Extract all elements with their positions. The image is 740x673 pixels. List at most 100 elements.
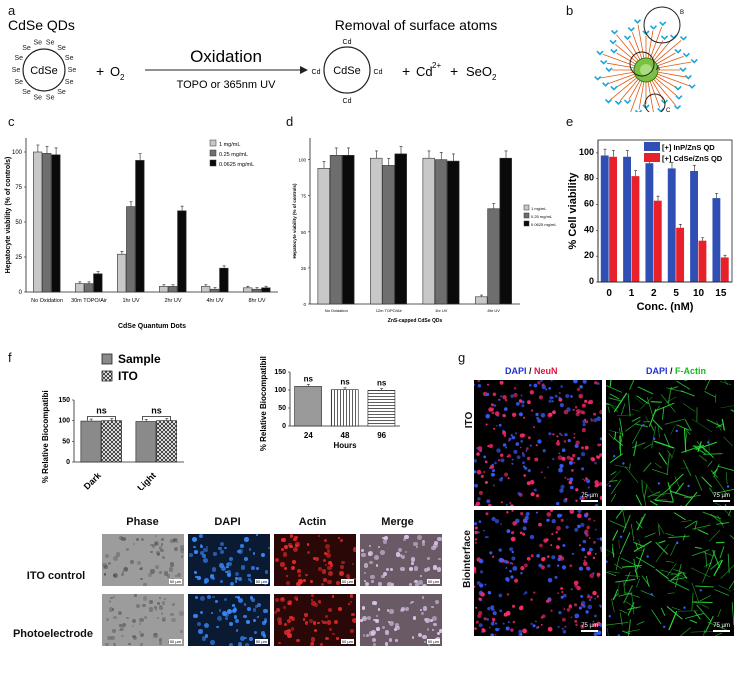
nucleus-spot — [548, 387, 552, 390]
actin-fiber — [662, 406, 665, 420]
nucleus-spot — [555, 531, 558, 534]
actin-fiber — [717, 609, 722, 618]
nucleus-spot — [590, 418, 592, 420]
actin-fiber — [694, 602, 710, 608]
actin-fiber — [673, 569, 686, 574]
actin-fiber — [713, 559, 723, 576]
ligand-shell — [594, 19, 698, 112]
cell-spot — [287, 619, 292, 623]
antibody-icon — [605, 67, 613, 73]
cell-spot — [431, 616, 437, 622]
nucleus-spot — [510, 536, 516, 542]
x-tick-label: 1 — [629, 288, 635, 299]
actin-fiber — [614, 431, 617, 439]
actin-fiber — [714, 589, 730, 596]
y-axis-label: Hepatocyte viability (% of controls) — [292, 183, 297, 259]
actin-fiber — [616, 414, 635, 416]
nucleus-spot — [477, 531, 480, 534]
ligand-chain — [657, 73, 690, 87]
y-tick-label: 100 — [298, 158, 306, 163]
scale-bar: 75 µm — [581, 493, 598, 502]
cell-spot — [193, 549, 199, 554]
nucleus-spot — [474, 522, 478, 526]
nucleus-spot — [547, 466, 549, 469]
nucleus-spot — [653, 437, 656, 440]
cell-spot — [161, 600, 166, 605]
actin-fiber — [667, 592, 675, 594]
cell-spot — [223, 597, 228, 602]
ligand-chain — [638, 81, 645, 110]
nucleus-spot — [476, 447, 479, 450]
y-tick-label: 40 — [584, 224, 594, 234]
cell-spot — [331, 595, 335, 598]
micrograph: 50 µm — [360, 534, 442, 586]
actin-fiber — [635, 521, 643, 529]
nucleus-spot — [608, 484, 612, 488]
nucleus-spot — [510, 394, 514, 398]
nucleus-spot — [505, 626, 510, 631]
micrograph-render — [606, 510, 734, 636]
nucleus-spot — [581, 547, 586, 552]
cell-spot — [400, 606, 406, 612]
nucleus-spot — [699, 589, 702, 592]
x-tick-label: 8hr UV — [248, 298, 265, 304]
cell-spot — [174, 574, 178, 578]
cell-spot — [142, 603, 146, 608]
se-atom: Se — [57, 45, 66, 52]
nucleus-spot — [580, 624, 585, 629]
cell-spot — [180, 545, 184, 550]
cell-spot — [108, 607, 114, 612]
cell-spot — [341, 560, 345, 565]
actin-fiber — [617, 582, 620, 597]
cell-spot — [409, 567, 414, 572]
cell-spot — [339, 571, 344, 576]
cell-spot — [369, 560, 374, 565]
nucleus-spot — [524, 591, 528, 594]
cell-spot — [226, 570, 231, 575]
cell-spot — [306, 543, 309, 546]
actin-fiber — [660, 394, 676, 413]
nucleus-spot — [551, 532, 554, 536]
nucleus-spot — [597, 538, 599, 540]
nucleus-spot — [546, 599, 550, 603]
micrograph: 50 µm — [188, 594, 270, 646]
nucleus-spot — [707, 441, 710, 444]
ligand-chain — [630, 81, 643, 112]
bar — [51, 154, 61, 293]
nucleus-spot — [513, 387, 517, 390]
cell-spot — [152, 632, 158, 638]
plus-1: + — [96, 63, 104, 79]
actin-fiber — [631, 523, 635, 541]
cell-spot — [322, 577, 328, 583]
cell-spot — [422, 606, 428, 611]
cell-spot — [404, 550, 408, 554]
y-tick-label: 50 — [278, 405, 286, 412]
zoom-label-b: B — [680, 10, 684, 16]
actin-fiber — [721, 418, 725, 431]
cell-spot — [380, 574, 385, 579]
actin-fiber — [665, 560, 674, 563]
nucleus-spot — [560, 587, 563, 590]
actin-fiber — [650, 401, 662, 403]
nucleus-spot — [589, 573, 595, 579]
cell-spot — [243, 537, 249, 542]
nucleus-spot — [552, 433, 555, 436]
actin-fiber — [666, 453, 670, 476]
nucleus-spot — [550, 609, 553, 612]
nucleus-spot — [580, 594, 584, 598]
nucleus-spot — [572, 453, 576, 458]
cell-spot — [180, 548, 184, 554]
actin-fiber — [710, 469, 718, 478]
ligand-chain — [606, 62, 635, 69]
reaction-arrowhead — [300, 66, 308, 74]
cell-spot — [162, 556, 166, 560]
nucleus-spot — [494, 627, 499, 632]
actin-fiber — [664, 418, 686, 425]
cell-spot — [381, 625, 386, 629]
nucleus-spot — [561, 627, 564, 630]
cell-spot — [255, 534, 259, 537]
nucleus-spot — [574, 405, 578, 409]
bar — [698, 240, 707, 282]
cell-spot — [154, 564, 159, 570]
significance-bracket — [87, 416, 116, 421]
